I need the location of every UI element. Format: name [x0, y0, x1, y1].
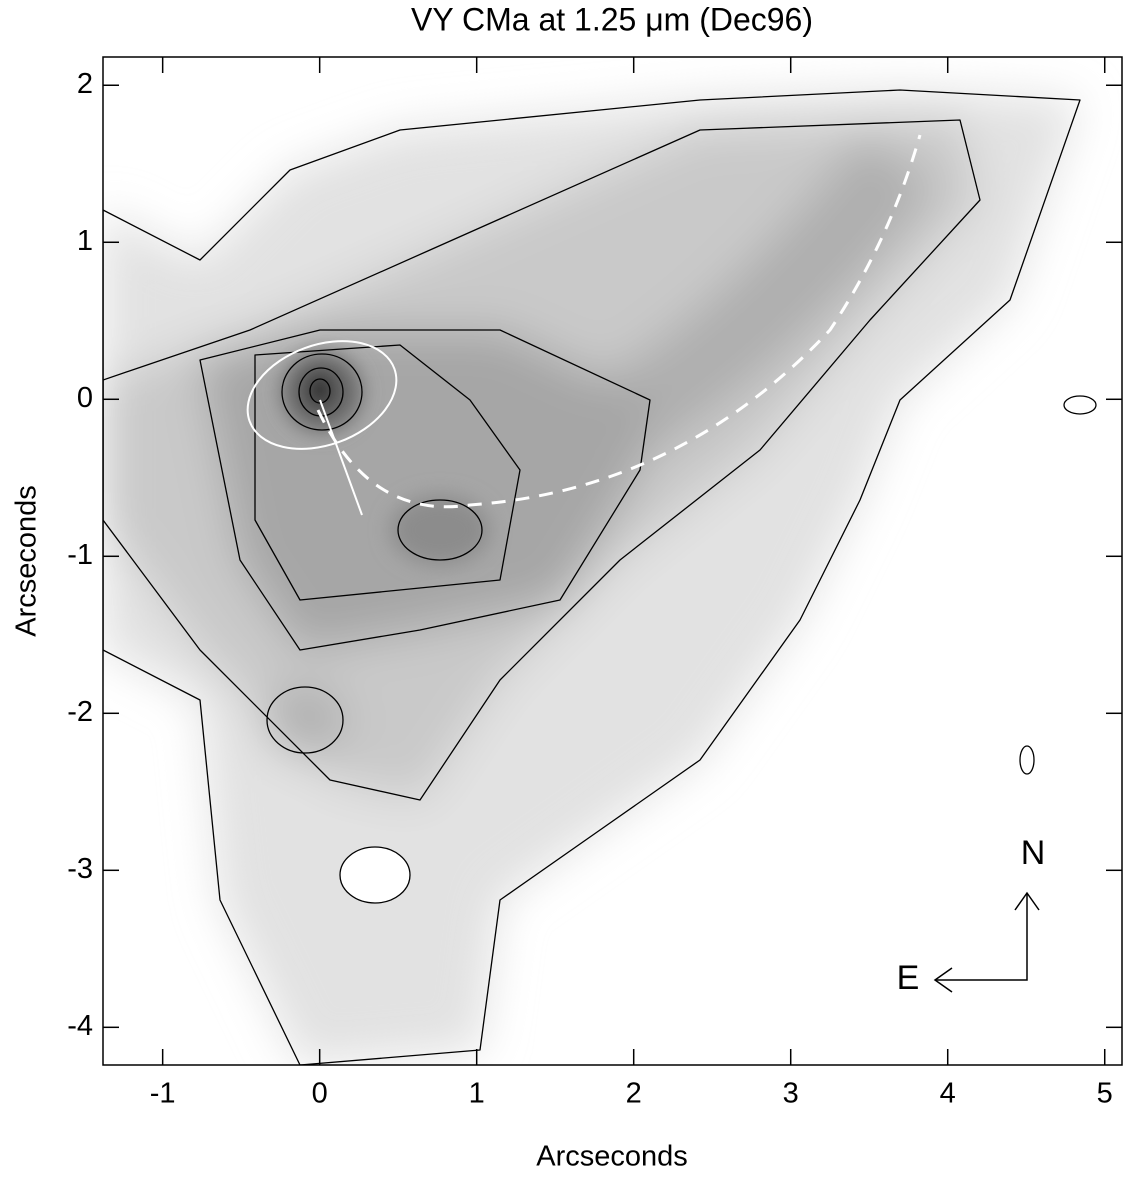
- y-tick-label: -2: [67, 696, 93, 728]
- y-tick-label: 1: [77, 225, 93, 257]
- x-tick-label: 4: [940, 1078, 956, 1110]
- x-tick-label: 5: [1097, 1078, 1113, 1110]
- y-tick-label: -1: [67, 539, 93, 571]
- east-label: E: [897, 959, 920, 997]
- y-tick-label: 0: [77, 382, 93, 414]
- nebula-image: [103, 57, 1122, 1065]
- y-tick-label: -3: [67, 853, 93, 885]
- x-tick-label: 0: [312, 1078, 328, 1110]
- x-tick-label: 1: [469, 1078, 485, 1110]
- x-axis-label: Arcseconds: [536, 1141, 688, 1173]
- plot-frame: [102, 56, 1123, 1066]
- chart-title: VY CMa at 1.25 μm (Dec96): [411, 1, 813, 37]
- x-tick-label: 2: [626, 1078, 642, 1110]
- y-tick-label: -4: [67, 1010, 93, 1042]
- y-axis-label: Arcseconds: [11, 485, 43, 637]
- x-tick-label: 3: [783, 1078, 799, 1110]
- compass: [933, 891, 1040, 993]
- north-label: N: [1021, 834, 1046, 872]
- y-tick-label: 2: [77, 68, 93, 100]
- x-tick-label: -1: [150, 1078, 176, 1110]
